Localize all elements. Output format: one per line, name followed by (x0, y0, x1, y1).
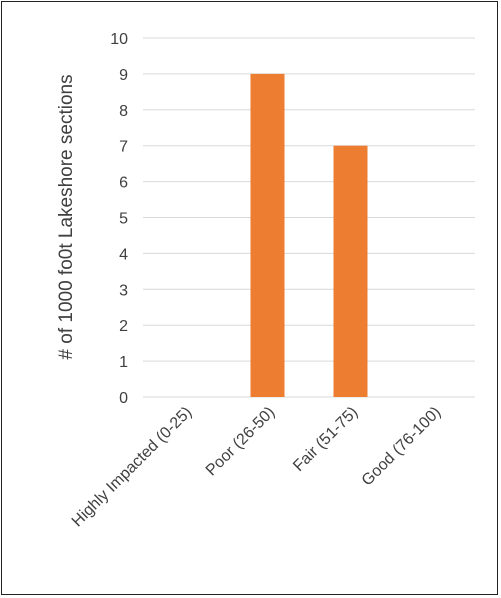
x-tick-label: Poor (26-50) (203, 404, 279, 480)
bar-1 (250, 73, 285, 398)
y-tick-label: 5 (119, 211, 128, 228)
x-tick-label: Fair (51-75) (290, 404, 361, 475)
y-tick-label: 10 (110, 31, 128, 48)
y-axis-title: # of 1000 fo0t Lakeshore sections (56, 74, 77, 359)
x-axis-ticks: Highly Impacted (0-25) Poor (26-50) Fair (… (69, 404, 444, 530)
y-tick-label: 0 (119, 390, 128, 407)
y-tick-label: 4 (119, 246, 128, 263)
y-axis-ticks: 0 1 2 3 4 5 6 7 8 9 10 (110, 31, 128, 407)
y-tick-label: 3 (119, 282, 128, 299)
bars (250, 73, 368, 398)
bar-2 (333, 145, 368, 397)
y-tick-label: 6 (119, 175, 128, 192)
gridlines (143, 37, 475, 398)
y-tick-label: 8 (119, 103, 128, 120)
y-tick-label: 2 (119, 318, 128, 335)
y-tick-label: 1 (119, 354, 128, 371)
x-tick-label: Highly Impacted (0-25) (69, 404, 195, 530)
y-tick-label: 7 (119, 139, 128, 156)
x-tick-label: Good (76-100) (359, 404, 445, 490)
y-tick-label: 9 (119, 67, 128, 84)
